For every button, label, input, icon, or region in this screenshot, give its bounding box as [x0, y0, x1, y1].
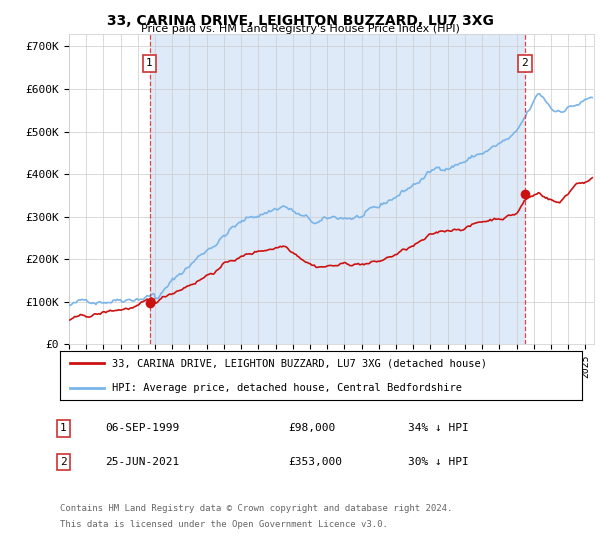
Text: 34% ↓ HPI: 34% ↓ HPI [408, 423, 469, 433]
Text: 33, CARINA DRIVE, LEIGHTON BUZZARD, LU7 3XG: 33, CARINA DRIVE, LEIGHTON BUZZARD, LU7 … [107, 14, 493, 28]
Text: 2: 2 [521, 58, 528, 68]
Text: HPI: Average price, detached house, Central Bedfordshire: HPI: Average price, detached house, Cent… [112, 383, 462, 393]
Text: 2: 2 [60, 457, 67, 467]
Text: 1: 1 [146, 58, 153, 68]
Text: £98,000: £98,000 [288, 423, 335, 433]
Text: 33, CARINA DRIVE, LEIGHTON BUZZARD, LU7 3XG (detached house): 33, CARINA DRIVE, LEIGHTON BUZZARD, LU7 … [112, 358, 487, 368]
Text: £353,000: £353,000 [288, 457, 342, 467]
Text: 06-SEP-1999: 06-SEP-1999 [105, 423, 179, 433]
Text: 1: 1 [60, 423, 67, 433]
Text: This data is licensed under the Open Government Licence v3.0.: This data is licensed under the Open Gov… [60, 520, 388, 529]
Text: 30% ↓ HPI: 30% ↓ HPI [408, 457, 469, 467]
Text: 25-JUN-2021: 25-JUN-2021 [105, 457, 179, 467]
Text: Price paid vs. HM Land Registry's House Price Index (HPI): Price paid vs. HM Land Registry's House … [140, 24, 460, 34]
Text: Contains HM Land Registry data © Crown copyright and database right 2024.: Contains HM Land Registry data © Crown c… [60, 504, 452, 513]
Bar [149, 34, 525, 344]
